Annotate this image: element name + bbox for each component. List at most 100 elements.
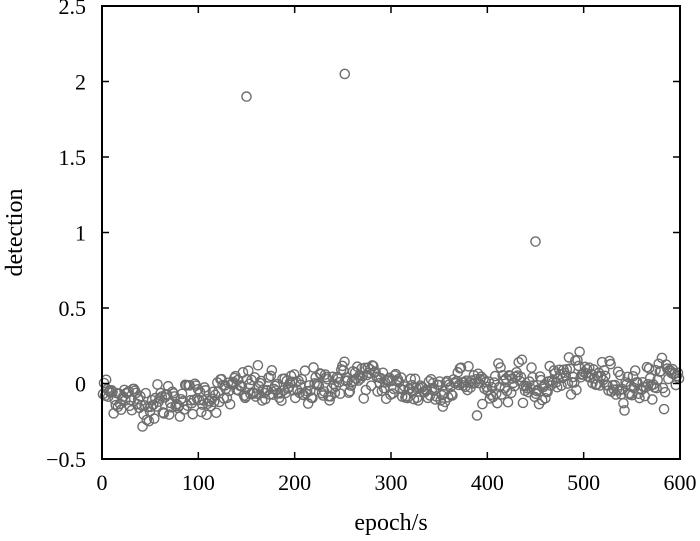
- data-point: [275, 388, 286, 399]
- data-point: [517, 397, 529, 409]
- data-point: [327, 371, 339, 383]
- data-point: [248, 388, 259, 399]
- data-point: [557, 372, 568, 384]
- outlier-point: [241, 91, 252, 102]
- data-point: [614, 369, 626, 381]
- y-tick-label: 2: [75, 70, 86, 95]
- data-point: [659, 386, 671, 398]
- data-point: [148, 413, 160, 424]
- data-point: [562, 378, 574, 389]
- data-point: [308, 362, 319, 373]
- data-point: [322, 373, 333, 385]
- data-point: [221, 392, 233, 404]
- data-point: [307, 392, 318, 404]
- outlier-point: [530, 236, 541, 247]
- data-point: [334, 388, 346, 400]
- data-point: [311, 379, 323, 390]
- data-point: [477, 398, 488, 410]
- data-point: [653, 358, 665, 370]
- data-point: [405, 373, 417, 385]
- data-point: [187, 408, 199, 420]
- data-point: [513, 356, 525, 368]
- data-point: [324, 395, 335, 406]
- y-axis-label: detection: [2, 189, 28, 277]
- data-point: [489, 370, 501, 382]
- data-point: [651, 382, 662, 394]
- data-point: [492, 397, 503, 409]
- data-point: [189, 378, 201, 390]
- outlier-point: [339, 68, 351, 80]
- data-point: [515, 371, 527, 383]
- data-point: [497, 369, 508, 381]
- data-point: [252, 360, 264, 371]
- data-point: [525, 382, 536, 394]
- x-tick-label: 400: [471, 470, 504, 495]
- data-point: [140, 387, 152, 399]
- data-point: [526, 362, 537, 373]
- data-point: [644, 372, 656, 384]
- data-point: [152, 379, 163, 390]
- x-axis-ticks: 0 100 200 300 400 500 600: [97, 6, 697, 495]
- data-point: [495, 362, 506, 373]
- data-point: [115, 404, 127, 416]
- data-point: [176, 388, 188, 400]
- data-point: [542, 386, 553, 398]
- data-point: [622, 371, 634, 383]
- x-tick-label: 600: [664, 470, 697, 495]
- data-point: [158, 408, 170, 419]
- data-point: [571, 384, 582, 396]
- data-point: [368, 360, 379, 372]
- data-point: [157, 407, 169, 418]
- data-point: [192, 383, 204, 395]
- x-tick-label: 0: [97, 470, 108, 495]
- data-point: [463, 361, 474, 372]
- data-point: [339, 356, 350, 368]
- data-point: [145, 401, 157, 413]
- data-point: [447, 390, 458, 401]
- data-point: [455, 362, 467, 373]
- data-point: [343, 387, 355, 399]
- data-point: [618, 397, 629, 409]
- data-point: [387, 388, 398, 399]
- data-point: [350, 373, 362, 384]
- data-point: [276, 395, 287, 407]
- y-tick-label: 1.5: [59, 145, 87, 170]
- data-point: [210, 407, 222, 419]
- data-point: [370, 366, 381, 377]
- data-point: [502, 396, 514, 408]
- data-point: [516, 354, 528, 366]
- y-tick-label: −0.5: [46, 447, 86, 472]
- data-point: [626, 389, 638, 401]
- y-axis-ticks: −0.5 0 0.5 1 1.5 2 2.5: [46, 0, 680, 472]
- data-point: [137, 421, 148, 432]
- data-point: [299, 365, 311, 377]
- data-point: [315, 368, 327, 380]
- data-point: [619, 405, 630, 416]
- data-point: [540, 392, 551, 404]
- data-point: [556, 380, 567, 391]
- data-point: [483, 376, 495, 387]
- data-point: [446, 389, 457, 400]
- data-point: [672, 367, 684, 379]
- y-tick-label: 1: [75, 221, 86, 246]
- data-points: [97, 68, 685, 432]
- data-point: [243, 365, 254, 377]
- data-point: [647, 394, 658, 405]
- data-point: [265, 370, 277, 382]
- data-point: [620, 377, 631, 388]
- data-point: [629, 365, 641, 376]
- data-point: [207, 386, 219, 398]
- y-tick-label: 2.5: [59, 0, 87, 19]
- x-tick-label: 500: [567, 470, 600, 495]
- data-point: [329, 387, 341, 399]
- data-point: [462, 384, 473, 396]
- x-tick-label: 200: [278, 470, 311, 495]
- data-point: [434, 376, 445, 387]
- data-point: [605, 358, 616, 370]
- x-tick-label: 100: [182, 470, 215, 495]
- data-point: [216, 373, 227, 385]
- data-point: [195, 406, 207, 418]
- data-point: [569, 377, 580, 388]
- data-point: [229, 372, 240, 384]
- data-point: [471, 410, 483, 421]
